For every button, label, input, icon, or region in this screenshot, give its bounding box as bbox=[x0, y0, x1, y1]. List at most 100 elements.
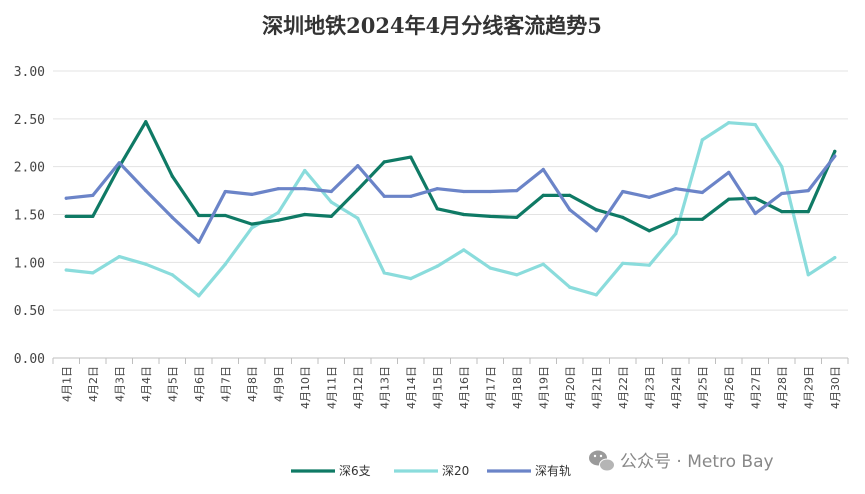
data-point bbox=[144, 188, 148, 193]
data-point bbox=[568, 208, 572, 212]
x-tick-label: 4月25日 bbox=[696, 366, 709, 409]
data-point bbox=[303, 187, 307, 191]
data-point bbox=[674, 187, 678, 191]
data-point bbox=[91, 193, 95, 197]
series-line-0 bbox=[64, 120, 837, 233]
x-tick-label: 4月19日 bbox=[537, 366, 550, 409]
y-tick-label: 0.50 bbox=[14, 304, 45, 319]
y-tick-label: 1.50 bbox=[14, 209, 45, 224]
data-point bbox=[833, 154, 837, 158]
data-point bbox=[727, 121, 731, 125]
data-point bbox=[276, 187, 280, 191]
data-point bbox=[753, 211, 757, 216]
x-tick-label: 4月30日 bbox=[829, 366, 842, 409]
data-point bbox=[117, 254, 121, 259]
x-tick-label: 4月10日 bbox=[299, 366, 312, 409]
x-tick-label: 4月24日 bbox=[670, 366, 683, 409]
data-point bbox=[276, 218, 280, 222]
data-point bbox=[594, 293, 598, 297]
y-tick-label: 2.50 bbox=[14, 113, 45, 128]
data-point bbox=[594, 208, 598, 212]
data-point bbox=[568, 193, 572, 197]
data-point bbox=[780, 191, 784, 196]
x-tick-label: 4月27日 bbox=[749, 366, 762, 409]
data-point bbox=[64, 214, 68, 219]
data-point bbox=[488, 214, 492, 219]
legend: 深6支 深20 深有轨 bbox=[291, 464, 571, 478]
data-point bbox=[647, 263, 651, 267]
data-point bbox=[170, 273, 174, 277]
data-point bbox=[250, 192, 254, 197]
data-point bbox=[541, 193, 545, 197]
data-point bbox=[568, 285, 572, 289]
data-point bbox=[621, 215, 625, 219]
data-point bbox=[674, 232, 678, 236]
data-point bbox=[833, 255, 837, 260]
x-tick-label: 4月6日 bbox=[193, 366, 206, 402]
data-point bbox=[780, 165, 784, 169]
x-tick-label: 4月21日 bbox=[590, 366, 603, 409]
data-point bbox=[329, 189, 333, 194]
x-tick-label: 4月3日 bbox=[113, 366, 126, 402]
x-tick-label: 4月18日 bbox=[511, 366, 524, 409]
data-point bbox=[170, 174, 174, 178]
data-point bbox=[806, 188, 810, 193]
data-point bbox=[356, 216, 360, 220]
data-point bbox=[276, 210, 280, 215]
data-point bbox=[64, 196, 68, 200]
data-point bbox=[303, 212, 307, 217]
watermark: 公众号 · Metro Bay bbox=[589, 450, 774, 472]
data-point bbox=[780, 210, 784, 214]
data-point bbox=[409, 276, 413, 281]
x-tick-label: 4月13日 bbox=[378, 366, 391, 409]
x-tick-label: 4月9日 bbox=[272, 366, 285, 402]
x-tick-label: 4月12日 bbox=[352, 366, 365, 409]
data-point bbox=[488, 266, 492, 270]
data-point bbox=[594, 229, 598, 233]
data-point bbox=[435, 207, 439, 211]
data-point bbox=[700, 217, 704, 221]
y-tick-label: 0.00 bbox=[14, 352, 45, 367]
data-point bbox=[700, 138, 704, 142]
legend-label: 深6支 bbox=[339, 464, 371, 478]
x-axis-ticks: 4月1日 4月2日 4月3日 4月4日 4月5日 4月6日 4月7日 4月8日 4月9日 4月10… bbox=[60, 366, 842, 409]
data-point bbox=[753, 122, 757, 127]
x-tick-label: 4月17日 bbox=[484, 366, 497, 409]
data-point bbox=[223, 189, 227, 194]
data-point bbox=[541, 167, 545, 172]
x-tick-label: 4月20日 bbox=[564, 366, 577, 409]
watermark-text: 公众号 · Metro Bay bbox=[620, 452, 774, 472]
x-tick-label: 4月14日 bbox=[405, 366, 418, 409]
series-line-1 bbox=[64, 121, 837, 298]
x-tick-label: 4月15日 bbox=[431, 366, 444, 409]
data-point bbox=[197, 294, 201, 298]
data-point bbox=[700, 190, 704, 195]
data-point bbox=[223, 262, 227, 266]
data-point bbox=[382, 194, 386, 198]
x-tick-label: 4月22日 bbox=[617, 366, 630, 409]
data-point bbox=[462, 189, 466, 194]
y-axis-ticks: 0.00 0.50 1.00 1.50 2.00 2.50 3.00 bbox=[14, 65, 45, 367]
wechat-icon bbox=[589, 450, 615, 472]
data-point bbox=[250, 226, 254, 230]
data-point bbox=[515, 215, 519, 219]
x-tick-label: 4月2日 bbox=[87, 366, 100, 402]
data-point bbox=[515, 273, 519, 277]
x-tick-label: 4月4日 bbox=[140, 366, 153, 402]
data-point bbox=[223, 213, 227, 218]
legend-label: 深有轨 bbox=[535, 464, 571, 478]
data-point bbox=[621, 189, 625, 194]
data-point bbox=[727, 197, 731, 201]
x-tick-label: 4月7日 bbox=[219, 366, 232, 402]
data-point bbox=[462, 212, 466, 217]
data-point bbox=[488, 189, 492, 194]
data-point bbox=[91, 214, 95, 219]
data-point bbox=[674, 217, 678, 221]
data-point bbox=[515, 188, 519, 193]
x-tick-label: 4月28日 bbox=[776, 366, 789, 409]
data-point bbox=[197, 213, 201, 218]
data-point bbox=[197, 240, 201, 244]
data-point bbox=[356, 164, 360, 168]
data-point bbox=[647, 229, 651, 233]
x-tick-label: 4月8日 bbox=[246, 366, 259, 402]
